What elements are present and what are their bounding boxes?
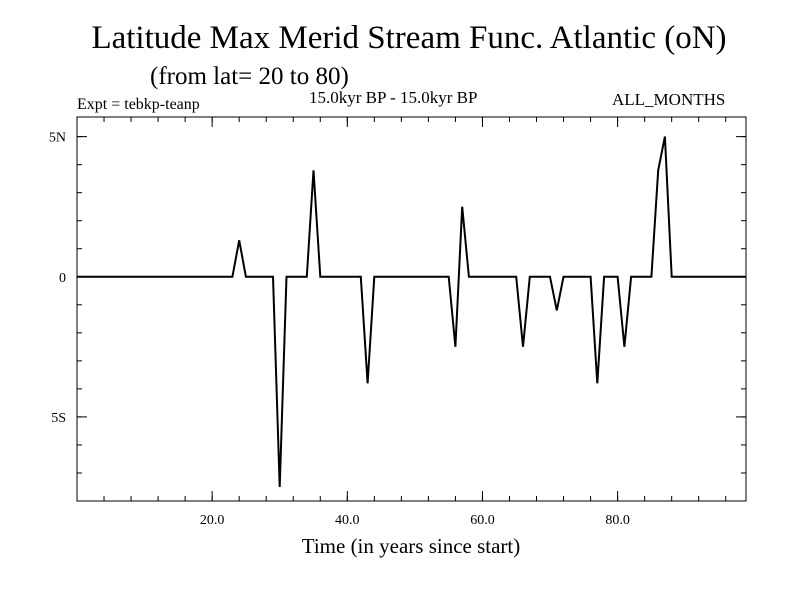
experiment-label: Expt = tebkp-teanp [77,96,200,113]
series-line [77,136,746,488]
x-tick-label: 60.0 [470,513,495,528]
chart-subtitle: (from lat= 20 to 80) [150,63,349,90]
x-tick-label: 40.0 [335,513,360,528]
y-tick-label: 5S [51,411,66,426]
x-tick-label: 80.0 [605,513,630,528]
period-label: 15.0kyr BP - 15.0kyr BP [309,88,478,107]
plot-frame [76,116,747,502]
months-label: ALL_MONTHS [612,90,726,109]
x-axis-label: Time (in years since start) [301,534,521,558]
y-tick-label: 5N [49,131,66,146]
y-tick-label: 0 [59,271,66,286]
x-tick-label: 20.0 [200,513,225,528]
chart-title: Latitude Max Merid Stream Func. Atlantic… [91,20,727,56]
